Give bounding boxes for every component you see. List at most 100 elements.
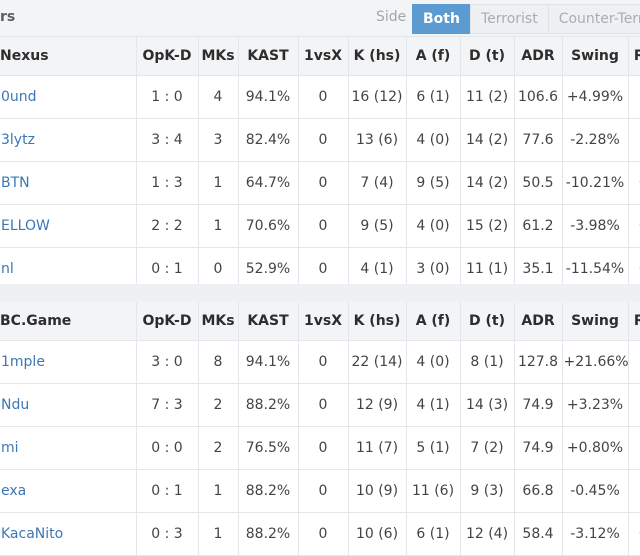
multi-kills-cell: 3 [198, 118, 239, 162]
tab-both[interactable]: Both [412, 4, 471, 34]
multi-kills-cell: 8 [198, 340, 239, 384]
adr-value: 74.9 [522, 397, 554, 413]
clutches-value-cell: 0 [298, 469, 349, 513]
clutches-value: 0 [318, 89, 328, 105]
rating-value-cell: 1 [628, 383, 640, 427]
swing-value: +3.23% [566, 397, 624, 413]
kast-value: 88.2% [245, 526, 291, 542]
opening-kd-cell: 0 : 0 [136, 426, 199, 470]
multi-kills: 8 [213, 354, 223, 370]
multi-kills-cell: 2 [198, 383, 239, 427]
adr-value-cell: 58.4 [514, 512, 563, 556]
player-name[interactable]: ELLOW [1, 218, 50, 234]
kills-headshots-cell: 10 (9) [348, 469, 407, 513]
column-header-deaths[interactable]: D (t) [460, 37, 515, 76]
deaths-traded-cell: 14 (2) [460, 161, 515, 205]
kills-headshots-cell: 7 (4) [348, 161, 407, 205]
player-name-cell: mi [0, 426, 137, 470]
rating-value-cell: 1 [628, 426, 640, 470]
swing-value: -10.21% [565, 175, 625, 191]
column-header-mks[interactable]: MKs [198, 302, 239, 341]
side-filter-label: Side [376, 9, 407, 25]
column-header-kills[interactable]: K (hs) [348, 302, 407, 341]
player-name[interactable]: exa [1, 483, 27, 499]
player-name-cell: 3lytz [0, 118, 137, 162]
opening-kd: 0 : 1 [151, 483, 183, 499]
player-name[interactable]: Ndu [1, 397, 30, 413]
player-name[interactable]: KacaNito [1, 526, 64, 542]
column-header-kast[interactable]: KAST [238, 302, 299, 341]
column-header-1vsx[interactable]: 1vsX [298, 37, 349, 76]
player-name[interactable]: mi [1, 440, 19, 456]
clutches-value: 0 [318, 483, 328, 499]
kills-headshots-cell: 11 (7) [348, 426, 407, 470]
adr-value: 58.4 [522, 526, 554, 542]
assists-flash-cell: 6 (1) [406, 75, 461, 119]
column-header-rating[interactable]: Ra [628, 302, 640, 341]
team-name: BC.Game [0, 302, 137, 341]
column-header-adr[interactable]: ADR [514, 37, 563, 76]
assists-flash: 4 (1) [416, 397, 450, 413]
tab-terrorist[interactable]: Terrorist [469, 4, 549, 34]
deaths-traded: 14 (2) [465, 132, 509, 148]
swing-value: -3.12% [570, 526, 620, 542]
opening-kd: 7 : 3 [151, 397, 183, 413]
clutches-value-cell: 0 [298, 204, 349, 248]
assists-flash-cell: 4 (1) [406, 383, 461, 427]
assists-flash: 6 (1) [416, 89, 450, 105]
clutches-value: 0 [318, 261, 328, 277]
kills-headshots: 9 (5) [360, 218, 394, 234]
column-header-kills[interactable]: K (hs) [348, 37, 407, 76]
opening-kd: 0 : 1 [151, 261, 183, 277]
multi-kills-cell: 2 [198, 426, 239, 470]
swing-value: +21.66% [563, 354, 629, 370]
player-name-cell: 0und [0, 75, 137, 119]
column-header-1vsx[interactable]: 1vsX [298, 302, 349, 341]
tab-counter-terrorist[interactable]: Counter-Terro [547, 4, 640, 34]
swing-value: -3.98% [570, 218, 620, 234]
table-row: BTN 1 : 3 1 64.7% 0 7 (4) 9 (5) 14 (2) 50.5 -10.2… [0, 161, 640, 205]
adr-value: 127.8 [517, 354, 559, 370]
swing-value-cell: +0.80% [562, 426, 629, 470]
column-header-assists[interactable]: A (f) [406, 302, 461, 341]
player-name-cell: BTN [0, 161, 137, 205]
kast-value-cell: 88.2% [238, 383, 299, 427]
column-header-deaths[interactable]: D (t) [460, 302, 515, 341]
assists-flash: 6 (1) [416, 526, 450, 542]
multi-kills-cell: 1 [198, 512, 239, 556]
clutches-value: 0 [318, 218, 328, 234]
team-separator [0, 284, 640, 304]
column-header-rating[interactable]: Ra [628, 37, 640, 76]
column-header-opk-d[interactable]: OpK-D [136, 37, 199, 76]
column-header-mks[interactable]: MKs [198, 37, 239, 76]
column-header-opk-d[interactable]: OpK-D [136, 302, 199, 341]
clutches-value: 0 [318, 354, 328, 370]
player-name[interactable]: 0und [1, 89, 37, 105]
player-name[interactable]: 1mple [1, 354, 45, 370]
kills-headshots: 11 (7) [355, 440, 399, 456]
player-name[interactable]: 3lytz [1, 132, 35, 148]
clutches-value: 0 [318, 526, 328, 542]
deaths-traded-cell: 7 (2) [460, 426, 515, 470]
column-header-adr[interactable]: ADR [514, 302, 563, 341]
column-header-swing[interactable]: Swing [562, 37, 629, 76]
adr-value-cell: 35.1 [514, 247, 563, 291]
assists-flash-cell: 4 (0) [406, 340, 461, 384]
adr-value: 35.1 [522, 261, 554, 277]
deaths-traded: 11 (2) [465, 89, 509, 105]
table-row: ELLOW 2 : 2 1 70.6% 0 9 (5) 4 (0) 15 (2) 61.2 -3.… [0, 204, 640, 248]
player-name[interactable]: nl [1, 261, 14, 277]
adr-value-cell: 106.6 [514, 75, 563, 119]
kills-headshots: 7 (4) [360, 175, 394, 191]
column-header-kast[interactable]: KAST [238, 37, 299, 76]
team-name: Nexus [0, 37, 137, 76]
side-filter-tabs: Both Terrorist Counter-Terro [412, 4, 640, 34]
kills-headshots: 10 (6) [355, 526, 399, 542]
assists-flash-cell: 4 (0) [406, 118, 461, 162]
player-name[interactable]: BTN [1, 175, 30, 191]
column-header-swing[interactable]: Swing [562, 302, 629, 341]
kast-value: 88.2% [245, 397, 291, 413]
adr-value: 66.8 [522, 483, 554, 499]
column-header-assists[interactable]: A (f) [406, 37, 461, 76]
swing-value-cell: -11.54% [562, 247, 629, 291]
